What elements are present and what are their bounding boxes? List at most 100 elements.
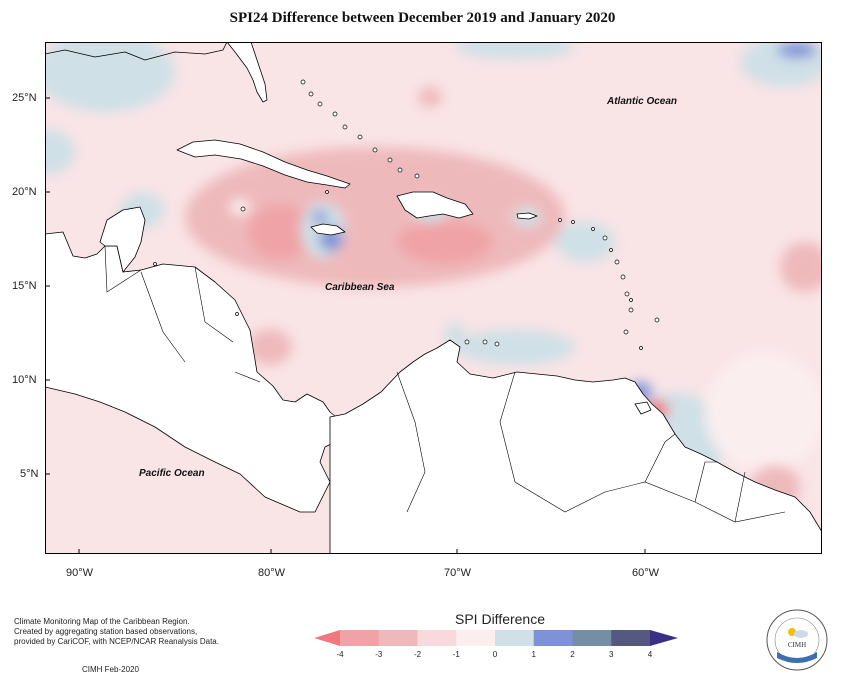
land-south-america — [329, 339, 822, 554]
island — [494, 341, 500, 347]
legend-tick-label: 3 — [609, 650, 614, 659]
land — [45, 42, 822, 554]
spi-patch — [455, 42, 575, 59]
credit-stamp: CIMH Feb-2020 — [82, 665, 139, 674]
island — [639, 346, 643, 350]
border — [644, 433, 676, 483]
legend-tick-label: 4 — [648, 650, 653, 659]
island — [591, 227, 595, 231]
lat-tick-15: 15°N — [12, 280, 37, 292]
islands — [153, 79, 660, 350]
land-florida — [226, 42, 268, 103]
lat-tick-20: 20°N — [12, 186, 37, 198]
border — [104, 245, 142, 293]
island — [620, 274, 626, 280]
island — [414, 173, 420, 179]
spi-patch — [780, 242, 822, 292]
cloud-icon — [794, 630, 808, 638]
legend-tick-label: 1 — [532, 650, 537, 659]
island — [235, 312, 239, 316]
island — [300, 79, 306, 85]
island — [387, 157, 393, 163]
spi-patch — [418, 87, 442, 107]
wave-icon — [777, 652, 817, 663]
island — [153, 262, 157, 266]
border — [499, 371, 606, 513]
island — [628, 307, 634, 313]
island — [609, 248, 613, 252]
cimh-logo: CIMH — [766, 609, 828, 671]
legend-swatch — [378, 630, 418, 646]
credit-line-1: Climate Monitoring Map of the Caribbean … — [14, 617, 190, 626]
map-frame — [45, 42, 822, 554]
land-trinidad — [634, 401, 652, 415]
legend-tick-label: -4 — [336, 650, 344, 659]
island — [482, 339, 488, 345]
island — [629, 298, 633, 302]
legend-swatch — [340, 630, 380, 646]
spi-patch — [230, 199, 250, 215]
label-caribbean-sea: Caribbean Sea — [325, 282, 395, 293]
logo-text: CIMH — [788, 641, 806, 649]
label-pacific-ocean: Pacific Ocean — [139, 468, 205, 479]
lon-tick-90: 90°W — [66, 567, 94, 579]
legend-swatch — [417, 630, 457, 646]
legend-arrow-low — [314, 630, 340, 646]
island — [571, 220, 575, 224]
spi-patch — [705, 352, 822, 472]
spi-patch — [45, 130, 75, 174]
legend-swatch — [495, 630, 535, 646]
island — [624, 291, 630, 297]
legend-tick-label: -1 — [453, 650, 461, 659]
island — [602, 235, 608, 241]
lat-tick-5: 5°N — [20, 468, 39, 480]
land-gulf-coast — [45, 42, 228, 61]
map-title: SPI24 Difference between December 2019 a… — [229, 10, 616, 26]
land-cuba — [176, 139, 351, 189]
lon-tick-70: 70°W — [444, 567, 472, 579]
land-puerto-rico — [516, 212, 538, 220]
legend-tick-label: -2 — [414, 650, 422, 659]
island — [332, 111, 338, 117]
island — [342, 124, 348, 130]
land-jamaica — [310, 223, 346, 236]
credit-line-2: Created by aggregating station based obs… — [14, 627, 198, 636]
spi-legend: -4 -3 -2 -1 0 1 2 3 4 — [314, 630, 678, 659]
lat-tick-10: 10°N — [12, 374, 37, 386]
legend-swatch — [611, 630, 651, 646]
island — [325, 190, 329, 194]
island — [464, 339, 470, 345]
spi-patch — [248, 204, 312, 260]
border — [194, 266, 234, 343]
spi-patch — [397, 220, 493, 264]
island — [308, 91, 314, 97]
island — [558, 218, 562, 222]
border — [734, 471, 746, 523]
land-hispaniola — [396, 191, 474, 219]
spi-patch — [312, 211, 328, 223]
border — [396, 371, 426, 513]
legend-title: SPI Difference — [455, 611, 546, 627]
legend-tick-label: 2 — [570, 650, 575, 659]
island — [654, 317, 660, 323]
legend-tick-label: 0 — [493, 650, 498, 659]
borders — [104, 245, 786, 523]
island — [614, 259, 620, 265]
island — [397, 167, 403, 173]
spi-patch — [455, 329, 575, 365]
legend-swatch — [572, 630, 612, 646]
island — [240, 206, 246, 212]
land-yucatan — [99, 206, 146, 273]
island — [623, 329, 629, 335]
legend-arrow-high — [650, 630, 678, 646]
island — [357, 134, 363, 140]
lon-tick-80: 80°W — [258, 567, 286, 579]
spi-patch — [555, 222, 615, 262]
island — [317, 101, 323, 107]
legend-tick-label: -3 — [375, 650, 383, 659]
credit-line-3: provided by CariCOF, with NCEP/NCAR Rean… — [14, 637, 219, 646]
lat-tick-25: 25°N — [12, 92, 37, 104]
legend-swatch — [533, 630, 573, 646]
legend-swatch — [456, 630, 496, 646]
spi-patch — [248, 329, 292, 365]
